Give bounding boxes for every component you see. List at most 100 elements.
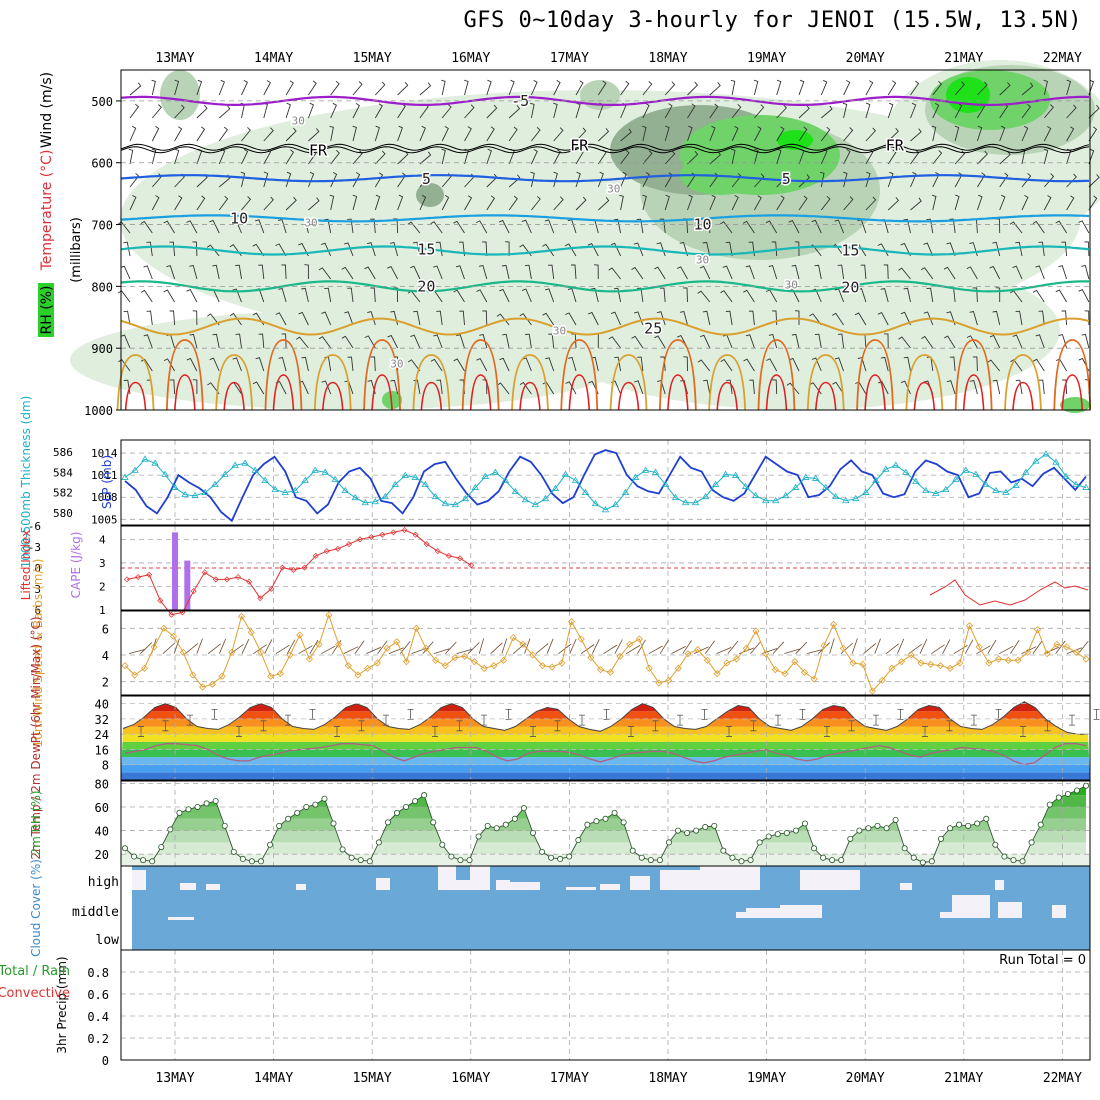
wind-barb (255, 219, 265, 234)
wind-barb (699, 265, 711, 280)
wind-barb (501, 264, 510, 280)
rh-line-point (720, 847, 727, 854)
wind-barb (347, 218, 354, 234)
wind-speed-line-point (228, 648, 236, 656)
minmax-whisker (162, 720, 169, 732)
wind-barb (1043, 173, 1055, 188)
isotherm-30-lobe (954, 339, 993, 411)
isotherm-35-lobe (913, 381, 936, 411)
wind-barb (118, 359, 131, 372)
cloud-gap (180, 883, 196, 890)
rh-line-point (838, 857, 845, 864)
wind-barb (321, 311, 332, 326)
wind-barb (151, 104, 162, 119)
cape-tick-label: 1 (99, 604, 106, 617)
wind-barb (235, 264, 242, 280)
thickness-line-point (501, 476, 510, 483)
y-tick-label: 700 (91, 219, 113, 233)
wind-barb (610, 311, 622, 326)
rh-area-green (1060, 397, 1090, 413)
wind-barb (374, 194, 381, 211)
wind-barb (571, 264, 577, 280)
wind-barb (703, 379, 711, 395)
wind-barb (814, 333, 822, 349)
wind-barb (1038, 241, 1045, 257)
isotherm-35-lobe (765, 374, 788, 411)
rh-line-point (629, 847, 636, 854)
rh-line-point (239, 855, 246, 862)
wind-barb (377, 640, 388, 654)
wind-speed-line-point (694, 646, 702, 654)
wind-barb (1066, 195, 1075, 211)
date-label-top: 18MAY (648, 51, 687, 66)
li-line-point (201, 569, 208, 576)
thickness-tick-label: 580 (53, 507, 73, 520)
wind-barb (330, 172, 338, 188)
wind-barb (697, 359, 711, 372)
wind-barb (508, 174, 521, 188)
wind-barb (772, 379, 778, 395)
wind-barb (949, 218, 956, 234)
minmax-whisker (1020, 726, 1026, 737)
wind-barb (748, 310, 755, 326)
wind-barb (196, 126, 206, 142)
wind-barb (252, 243, 265, 257)
precip-convective-label: Convective (0, 986, 70, 1001)
minmax-whisker (530, 726, 536, 737)
wind-barb (794, 241, 800, 257)
thickness-axis-label: 1000-500mb Thickness (dm) (19, 396, 33, 569)
thickness-line-point (151, 459, 159, 466)
wind10m-axis-label: 10m Wind Speed & Barbs (m/s) (31, 559, 45, 748)
wind-barb (207, 313, 220, 326)
wind-barb (308, 128, 320, 142)
wind-barb (814, 264, 822, 280)
wind-barb (347, 356, 354, 372)
wind-barb (1088, 174, 1100, 188)
wind-barb (656, 311, 666, 326)
date-label-bottom: 20MAY (846, 1071, 885, 1086)
wind-barb (591, 639, 600, 654)
wind-barb (436, 310, 443, 326)
wind-barb (693, 646, 709, 655)
wind-barb (275, 312, 287, 326)
wind-barb (499, 288, 510, 303)
wind-barb (522, 357, 532, 372)
wind-speed-line-point (1043, 650, 1051, 658)
thickness-line-point (241, 459, 249, 466)
rh-line-point (466, 857, 473, 864)
wind-barb (364, 335, 376, 349)
thickness-line-point (221, 470, 229, 477)
wind-barb (486, 195, 496, 211)
isotherm-35-lobe (469, 374, 492, 411)
wind-speed-line-point (975, 643, 983, 651)
li-line (929, 579, 1089, 606)
isotherm-30-lobe (658, 339, 697, 411)
wind-barb (749, 379, 755, 395)
wind-barb (565, 381, 577, 395)
wind-barb (992, 310, 1001, 326)
wind-speed-line-point (1033, 626, 1042, 634)
wind-speed-line-point (305, 655, 313, 663)
thickness-line-point (912, 477, 920, 484)
wind-speed-line-point (1014, 656, 1022, 664)
wind-barb (843, 196, 854, 211)
wind-barb (679, 310, 688, 326)
temp-band (121, 718, 1090, 727)
date-label-bottom: 17MAY (550, 1071, 589, 1086)
wind-barb (441, 195, 450, 211)
wind-barb (1055, 640, 1066, 654)
wind-barb (478, 264, 488, 280)
wind-barb (832, 381, 844, 395)
cloud-gap (800, 870, 860, 890)
wind-speed-line-point (839, 644, 847, 652)
wind-barb (258, 264, 265, 280)
wind-barb (1088, 195, 1098, 211)
wind-barb (278, 356, 287, 372)
wind-barb (865, 149, 874, 165)
temp-panel-frame (120, 695, 1091, 781)
wind-barb (931, 194, 937, 211)
date-label-bottom: 15MAY (353, 1071, 392, 1086)
wind-barb (218, 195, 229, 211)
wind-speed-line-point (674, 664, 682, 672)
isotherm-label: 30 (785, 278, 798, 291)
